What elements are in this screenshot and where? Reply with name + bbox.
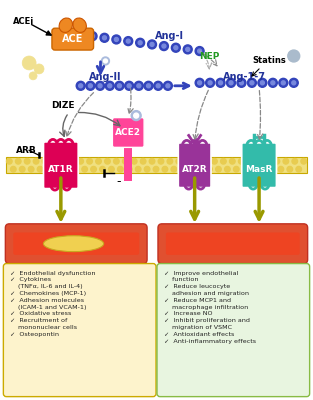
Circle shape xyxy=(122,158,128,164)
Circle shape xyxy=(42,158,48,164)
Circle shape xyxy=(198,81,202,85)
FancyBboxPatch shape xyxy=(157,264,310,397)
Circle shape xyxy=(154,81,163,90)
Circle shape xyxy=(166,84,170,88)
Circle shape xyxy=(131,158,137,164)
Circle shape xyxy=(148,40,156,49)
Circle shape xyxy=(98,84,102,88)
Text: -: - xyxy=(116,175,121,188)
Circle shape xyxy=(163,81,172,90)
Circle shape xyxy=(87,158,92,164)
FancyBboxPatch shape xyxy=(13,232,139,255)
Circle shape xyxy=(51,158,57,164)
Circle shape xyxy=(162,44,166,48)
Circle shape xyxy=(15,158,21,164)
Circle shape xyxy=(127,84,131,88)
FancyBboxPatch shape xyxy=(3,264,156,397)
Circle shape xyxy=(109,166,114,172)
Circle shape xyxy=(76,81,85,90)
Circle shape xyxy=(64,166,69,172)
Circle shape xyxy=(180,166,186,172)
Circle shape xyxy=(206,78,214,87)
Circle shape xyxy=(11,166,16,172)
Circle shape xyxy=(229,158,235,164)
Circle shape xyxy=(115,81,124,90)
Circle shape xyxy=(131,111,141,120)
Circle shape xyxy=(144,166,150,172)
Circle shape xyxy=(229,81,233,85)
Circle shape xyxy=(218,81,223,85)
Circle shape xyxy=(149,158,155,164)
Circle shape xyxy=(296,166,301,172)
Circle shape xyxy=(126,166,132,172)
Circle shape xyxy=(183,45,192,54)
Circle shape xyxy=(189,166,194,172)
Circle shape xyxy=(171,166,177,172)
Circle shape xyxy=(162,166,168,172)
Text: Ang-I: Ang-I xyxy=(155,31,184,41)
Text: AT1R: AT1R xyxy=(48,165,74,174)
Circle shape xyxy=(176,158,182,164)
Circle shape xyxy=(150,42,154,46)
Circle shape xyxy=(279,78,288,87)
Circle shape xyxy=(269,166,275,172)
Circle shape xyxy=(90,34,95,38)
Circle shape xyxy=(60,158,66,164)
Text: Ang-II: Ang-II xyxy=(89,72,122,82)
Circle shape xyxy=(24,158,30,164)
Circle shape xyxy=(34,64,44,74)
Circle shape xyxy=(158,158,164,164)
Text: ACE2: ACE2 xyxy=(115,128,141,137)
Circle shape xyxy=(247,158,253,164)
Circle shape xyxy=(144,81,153,90)
Circle shape xyxy=(137,84,141,88)
FancyBboxPatch shape xyxy=(44,142,78,188)
Circle shape xyxy=(78,158,84,164)
FancyBboxPatch shape xyxy=(242,143,276,188)
Circle shape xyxy=(216,166,221,172)
Circle shape xyxy=(19,166,25,172)
Circle shape xyxy=(114,38,118,42)
Circle shape xyxy=(221,158,226,164)
Text: ✓  Endothelial dysfunction
✓  Cytokines
    (TNFα, IL-6 and IL-4)
✓  Chemokines : ✓ Endothelial dysfunction ✓ Cytokines (T… xyxy=(10,270,96,337)
Text: ACE: ACE xyxy=(62,34,84,44)
Circle shape xyxy=(260,166,266,172)
Circle shape xyxy=(212,158,217,164)
Circle shape xyxy=(281,81,285,85)
Circle shape xyxy=(260,81,264,85)
Circle shape xyxy=(185,158,191,164)
Text: ACEi: ACEi xyxy=(13,17,34,26)
Circle shape xyxy=(239,158,244,164)
FancyBboxPatch shape xyxy=(158,224,308,264)
Circle shape xyxy=(114,158,119,164)
Circle shape xyxy=(271,81,275,85)
Circle shape xyxy=(289,78,298,87)
Circle shape xyxy=(88,32,97,41)
Circle shape xyxy=(248,78,256,87)
Circle shape xyxy=(79,84,83,88)
Text: Ang-1-7: Ang-1-7 xyxy=(223,72,266,82)
Ellipse shape xyxy=(44,236,104,252)
FancyBboxPatch shape xyxy=(5,224,147,264)
Bar xyxy=(124,124,132,181)
Circle shape xyxy=(292,81,296,85)
Circle shape xyxy=(171,43,180,52)
Circle shape xyxy=(195,46,204,56)
Circle shape xyxy=(256,158,262,164)
Circle shape xyxy=(134,113,139,118)
Circle shape xyxy=(33,158,39,164)
Circle shape xyxy=(292,158,298,164)
Circle shape xyxy=(203,158,208,164)
Circle shape xyxy=(100,33,109,42)
Circle shape xyxy=(105,158,110,164)
Circle shape xyxy=(117,84,121,88)
Circle shape xyxy=(55,166,61,172)
Text: MasR: MasR xyxy=(245,165,273,174)
Circle shape xyxy=(186,48,190,51)
Circle shape xyxy=(146,84,151,88)
Circle shape xyxy=(126,39,130,43)
Circle shape xyxy=(134,81,143,90)
Text: Statins: Statins xyxy=(252,56,286,66)
Circle shape xyxy=(288,50,300,62)
Circle shape xyxy=(96,158,101,164)
